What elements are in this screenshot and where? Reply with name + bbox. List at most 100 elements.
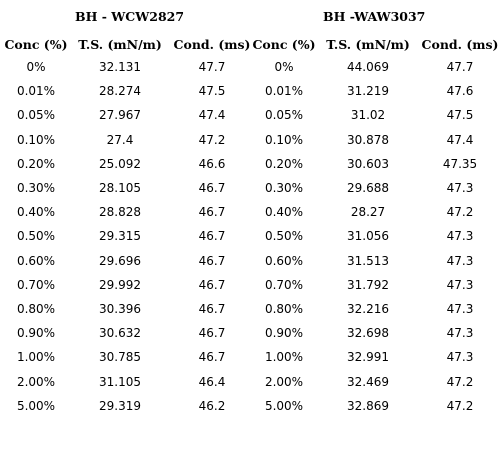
header-tension: T.S. (mN/m) <box>78 36 162 52</box>
conductivity-cell: 46.4 <box>198 374 226 389</box>
tension-cell: 30.785 <box>99 350 141 365</box>
conductivity-cell: 46.7 <box>198 326 226 341</box>
conc-cell: 0.05% <box>16 108 56 123</box>
tension-cell: 28.828 <box>99 205 141 220</box>
tension-cell: 31.02 <box>350 108 386 123</box>
conc-cell: 0.90% <box>16 326 56 341</box>
conc-cell: 5.00% <box>16 398 56 413</box>
tension-cell: 32.216 <box>347 301 389 316</box>
tension-cell: 30.396 <box>99 301 141 316</box>
tension-cell: 29.319 <box>99 398 141 413</box>
conductivity-cell: 46.7 <box>198 301 226 316</box>
table-row: 0.70% 29.992 46.7 0.70% 31.792 47.3 <box>4 273 500 297</box>
conc-cell: 0.60% <box>264 253 304 268</box>
conductivity-cell: 47.2 <box>198 132 226 147</box>
conductivity-cell: 46.7 <box>198 205 226 220</box>
tension-cell: 28.27 <box>350 205 386 220</box>
tension-cell: 29.688 <box>347 181 389 196</box>
tension-cell: 29.696 <box>99 253 141 268</box>
conc-cell: 0.10% <box>16 132 56 147</box>
tension-cell: 27.4 <box>106 132 134 147</box>
tension-cell: 31.219 <box>347 84 389 99</box>
conductivity-cell: 46.7 <box>198 350 226 365</box>
tension-cell: 28.274 <box>99 84 141 99</box>
table-row: 0.20% 25.092 46.6 0.20% 30.603 47.35 <box>4 152 500 176</box>
header-conc: Conc (%) <box>252 36 316 52</box>
tension-cell: 32.469 <box>347 374 389 389</box>
table-row: 0.80% 30.396 46.7 0.80% 32.216 47.3 <box>4 297 500 321</box>
group-title-wcw2827: BH - WCW2827 <box>75 9 185 24</box>
table-row: 0.90% 30.632 46.7 0.90% 32.698 47.3 <box>4 321 500 345</box>
tension-cell: 32.991 <box>347 350 389 365</box>
conductivity-cell: 46.6 <box>198 156 226 171</box>
conc-cell: 0.30% <box>16 181 56 196</box>
header-conc: Conc (%) <box>4 36 68 52</box>
table-row: 0% 32.131 47.7 0% 44.069 47.7 <box>4 55 500 79</box>
conc-cell: 0.30% <box>264 181 304 196</box>
table-row: 5.00% 29.319 46.2 5.00% 32.869 47.2 <box>4 394 500 418</box>
conductivity-cell: 47.5 <box>198 84 226 99</box>
conductivity-cell: 47.2 <box>446 398 474 413</box>
conc-cell: 0% <box>26 60 46 75</box>
conc-cell: 0.50% <box>264 229 304 244</box>
table-row: 0.60% 29.696 46.7 0.60% 31.513 47.3 <box>4 249 500 273</box>
conc-cell: 0.80% <box>16 301 56 316</box>
conc-cell: 1.00% <box>16 350 56 365</box>
tension-cell: 31.056 <box>347 229 389 244</box>
conc-cell: 0.01% <box>264 84 304 99</box>
tension-cell: 31.792 <box>347 277 389 292</box>
conductivity-cell: 47.3 <box>446 326 474 341</box>
tension-cell: 44.069 <box>347 60 389 75</box>
conductivity-cell: 47.3 <box>446 350 474 365</box>
conc-cell: 0.05% <box>264 108 304 123</box>
conductivity-cell: 47.3 <box>446 301 474 316</box>
conc-cell: 0.80% <box>264 301 304 316</box>
conductivity-cell: 47.3 <box>446 181 474 196</box>
table-row: 0.40% 28.828 46.7 0.40% 28.27 47.2 <box>4 200 500 224</box>
conductivity-cell: 47.2 <box>446 205 474 220</box>
table-row: 0.10% 27.4 47.2 0.10% 30.878 47.4 <box>4 128 500 152</box>
conc-cell: 0.10% <box>264 132 304 147</box>
tension-cell: 30.878 <box>347 132 389 147</box>
conc-cell: 0.50% <box>16 229 56 244</box>
tension-cell: 30.632 <box>99 326 141 341</box>
conc-cell: 0.70% <box>16 277 56 292</box>
conductivity-cell: 46.7 <box>198 253 226 268</box>
tension-cell: 29.992 <box>99 277 141 292</box>
conc-cell: 0.60% <box>16 253 56 268</box>
tension-cell: 27.967 <box>99 108 141 123</box>
conc-cell: 2.00% <box>16 374 56 389</box>
group-title-waw3037: BH -WAW3037 <box>323 9 426 24</box>
tension-cell: 29.315 <box>99 229 141 244</box>
tension-cell: 32.698 <box>347 326 389 341</box>
table-row: 0.01% 28.274 47.5 0.01% 31.219 47.6 <box>4 79 500 103</box>
conductivity-cell: 47.4 <box>198 108 226 123</box>
tension-cell: 32.131 <box>99 60 141 75</box>
measurements-table: Conc (%) T.S. (mN/m) Cond. (ms) Conc (%)… <box>4 33 500 418</box>
conc-cell: 0.90% <box>264 326 304 341</box>
table-row: 2.00% 31.105 46.4 2.00% 32.469 47.2 <box>4 369 500 393</box>
tension-cell: 31.513 <box>347 253 389 268</box>
conc-cell: 0.40% <box>264 205 304 220</box>
conductivity-cell: 47.3 <box>446 253 474 268</box>
conductivity-cell: 47.5 <box>446 108 474 123</box>
conc-cell: 0.40% <box>16 205 56 220</box>
conc-cell: 0.20% <box>16 156 56 171</box>
table-row: 1.00% 30.785 46.7 1.00% 32.991 47.3 <box>4 345 500 369</box>
table-row: 0.50% 29.315 46.7 0.50% 31.056 47.3 <box>4 224 500 248</box>
conductivity-cell: 47.7 <box>198 60 226 75</box>
header-conductivity: Cond. (ms) <box>421 36 499 52</box>
conc-cell: 2.00% <box>264 374 304 389</box>
conductivity-cell: 46.7 <box>198 229 226 244</box>
tension-cell: 25.092 <box>99 156 141 171</box>
header-tension: T.S. (mN/m) <box>326 36 410 52</box>
conductivity-cell: 47.2 <box>446 374 474 389</box>
conc-cell: 0% <box>274 60 294 75</box>
table-row: 0.05% 27.967 47.4 0.05% 31.02 47.5 <box>4 103 500 127</box>
conc-cell: 5.00% <box>264 398 304 413</box>
tension-cell: 30.603 <box>347 156 389 171</box>
conductivity-cell: 46.7 <box>198 181 226 196</box>
conc-cell: 0.20% <box>264 156 304 171</box>
conductivity-cell: 47.4 <box>446 132 474 147</box>
conc-cell: 1.00% <box>264 350 304 365</box>
